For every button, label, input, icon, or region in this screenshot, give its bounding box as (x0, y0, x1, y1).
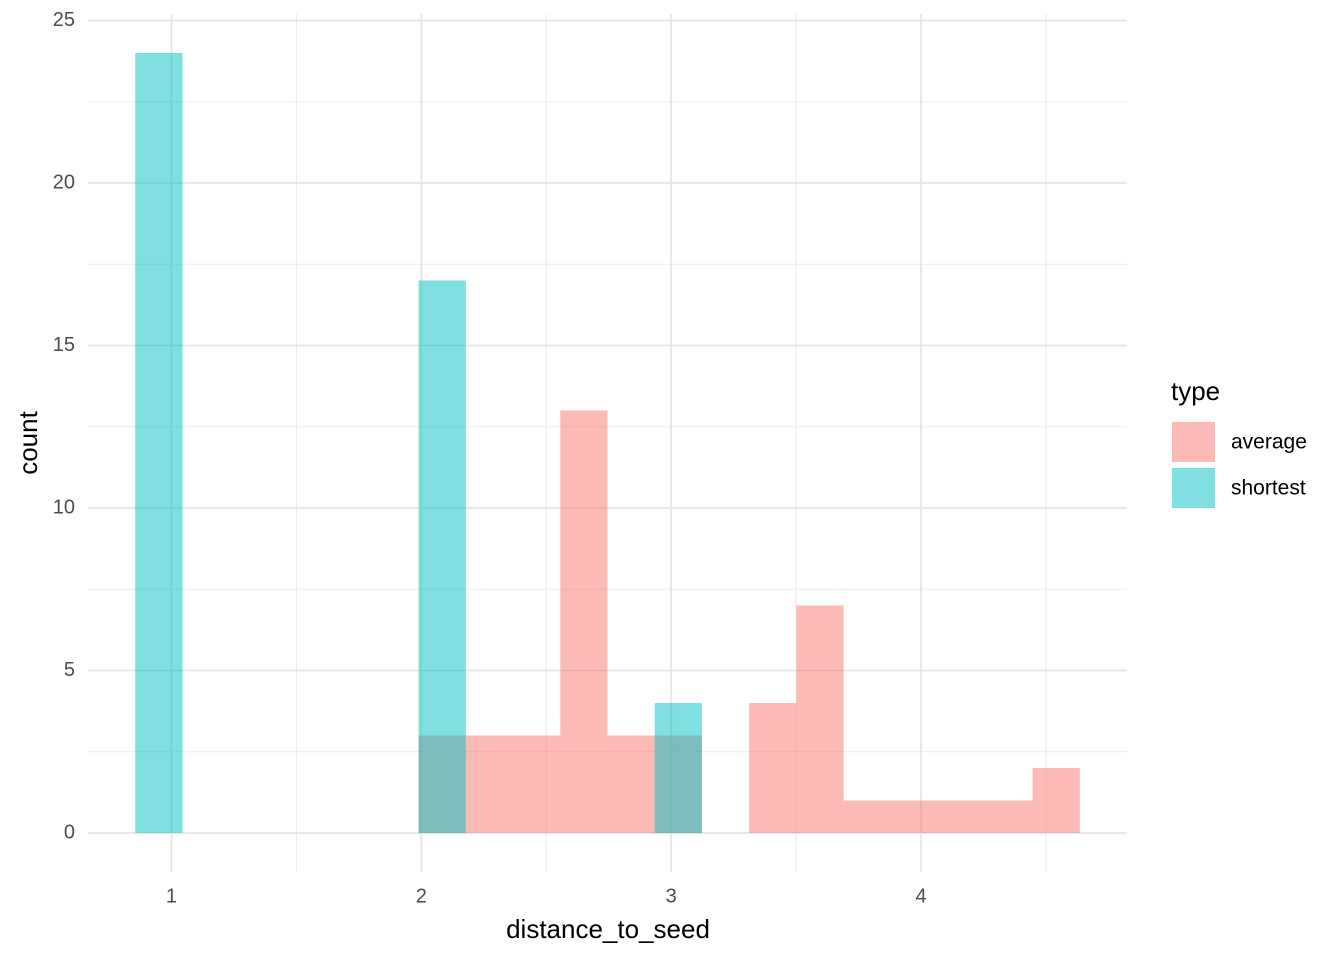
bar (607, 735, 655, 833)
y-tick-label: 25 (53, 9, 75, 31)
bar (938, 800, 986, 833)
y-tick-label: 10 (53, 496, 75, 518)
bar (843, 800, 891, 833)
bar (890, 800, 939, 833)
bar (418, 280, 466, 833)
legend-label: average (1231, 431, 1307, 454)
x-tick-label: 2 (416, 885, 427, 907)
y-axis-title: count (13, 410, 43, 474)
legend-label: shortest (1231, 477, 1306, 500)
x-tick-label: 1 (166, 885, 177, 907)
y-tick-label: 0 (64, 821, 75, 843)
bar (135, 53, 183, 833)
x-axis-title: distance_to_seed (506, 914, 710, 944)
legend-key (1172, 468, 1215, 508)
y-tick-label: 5 (64, 659, 75, 681)
bar (749, 703, 797, 833)
y-tick-label: 15 (53, 334, 75, 356)
bar (796, 605, 844, 833)
bar (560, 410, 608, 833)
bar (465, 735, 514, 833)
x-tick-label: 3 (666, 885, 677, 907)
x-tick-label: 4 (916, 885, 927, 907)
legend-title: type (1171, 376, 1220, 406)
bar (513, 735, 561, 833)
y-tick-label: 20 (53, 171, 75, 193)
bar (985, 800, 1033, 833)
bar (1032, 768, 1080, 833)
bar (654, 703, 702, 833)
legend-key (1172, 422, 1215, 462)
